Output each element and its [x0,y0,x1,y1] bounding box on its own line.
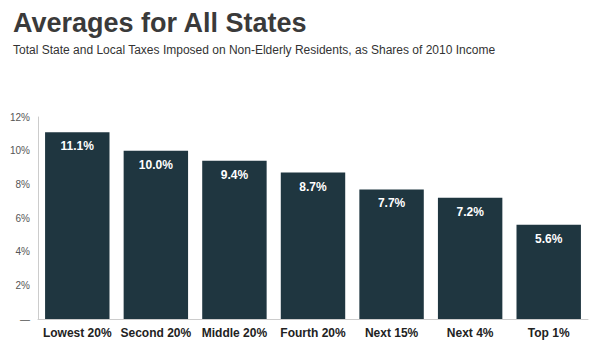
svg-text:10%: 10% [10,145,30,156]
svg-text:5.6%: 5.6% [535,232,563,246]
svg-text:8%: 8% [16,179,31,190]
svg-text:Fourth 20%: Fourth 20% [280,326,346,340]
svg-text:Top 1%: Top 1% [528,326,570,340]
svg-text:Lowest 20%: Lowest 20% [43,326,112,340]
svg-text:Averages for All States: Averages for All States [13,8,307,38]
svg-text:8.7%: 8.7% [299,180,327,194]
svg-text:7.7%: 7.7% [378,196,406,210]
svg-text:Total State and Local Taxes Im: Total State and Local Taxes Imposed on N… [13,43,495,57]
svg-text:9.4%: 9.4% [221,168,249,182]
svg-text:6%: 6% [16,213,31,224]
svg-text:7.2%: 7.2% [456,205,484,219]
svg-text:Second 20%: Second 20% [121,326,192,340]
svg-text:2%: 2% [16,280,31,291]
svg-text:Next 15%: Next 15% [365,326,419,340]
svg-text:10.0%: 10.0% [139,158,173,172]
svg-text:—: — [20,314,30,325]
svg-text:4%: 4% [16,246,31,257]
svg-text:Next 4%: Next 4% [447,326,494,340]
svg-text:12%: 12% [10,112,30,123]
svg-text:Middle 20%: Middle 20% [202,326,268,340]
svg-text:11.1%: 11.1% [61,139,95,153]
